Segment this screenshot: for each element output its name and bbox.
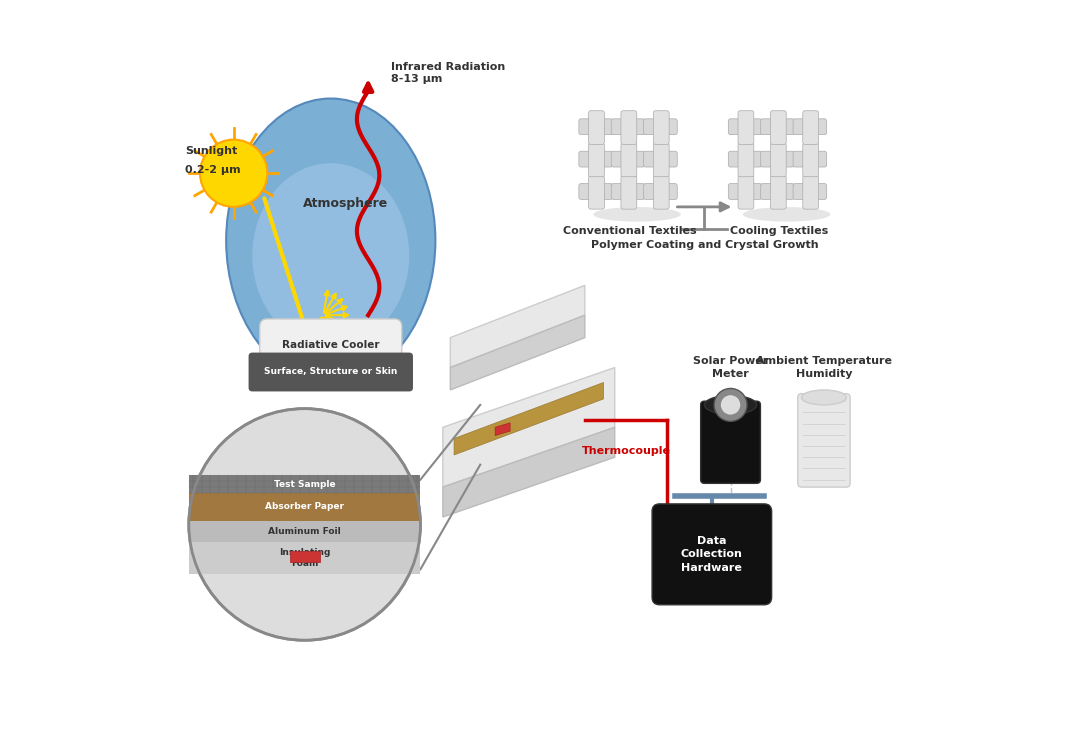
FancyBboxPatch shape: [701, 401, 760, 483]
FancyBboxPatch shape: [579, 152, 612, 167]
FancyBboxPatch shape: [611, 184, 645, 200]
FancyBboxPatch shape: [760, 152, 794, 167]
FancyBboxPatch shape: [652, 504, 771, 604]
Text: 0.2-2 μm: 0.2-2 μm: [185, 164, 241, 175]
Text: Conventional Textiles: Conventional Textiles: [563, 226, 697, 236]
Text: Aluminum Foil: Aluminum Foil: [268, 526, 341, 536]
FancyBboxPatch shape: [644, 118, 677, 135]
Text: Insulating
Foam: Insulating Foam: [279, 548, 330, 568]
Circle shape: [189, 409, 420, 640]
Text: Atmosphere: Atmosphere: [303, 196, 389, 210]
FancyBboxPatch shape: [802, 143, 819, 177]
FancyBboxPatch shape: [793, 118, 826, 135]
FancyBboxPatch shape: [802, 176, 819, 209]
FancyBboxPatch shape: [621, 111, 637, 144]
Circle shape: [714, 388, 747, 422]
Polygon shape: [443, 368, 615, 487]
Bar: [189, 542, 420, 574]
Polygon shape: [443, 427, 615, 517]
Bar: [289, 550, 320, 562]
FancyBboxPatch shape: [260, 319, 402, 371]
FancyBboxPatch shape: [738, 143, 754, 177]
Polygon shape: [450, 285, 585, 368]
FancyBboxPatch shape: [589, 143, 605, 177]
FancyBboxPatch shape: [770, 143, 786, 177]
Text: Solar Power
Meter: Solar Power Meter: [693, 356, 768, 379]
Ellipse shape: [743, 207, 831, 222]
FancyBboxPatch shape: [644, 152, 677, 167]
Bar: [189, 520, 420, 542]
FancyBboxPatch shape: [770, 111, 786, 144]
Text: Polymer Coating and Crystal Growth: Polymer Coating and Crystal Growth: [591, 241, 819, 250]
FancyBboxPatch shape: [589, 111, 605, 144]
Text: Sunlight: Sunlight: [185, 146, 238, 156]
FancyBboxPatch shape: [738, 176, 754, 209]
FancyBboxPatch shape: [793, 152, 826, 167]
Circle shape: [720, 395, 740, 415]
Text: Surface, Structure or Skin: Surface, Structure or Skin: [265, 367, 397, 376]
FancyBboxPatch shape: [793, 184, 826, 200]
FancyBboxPatch shape: [579, 184, 612, 200]
Text: Ambient Temperature
Humidity: Ambient Temperature Humidity: [756, 356, 892, 379]
FancyBboxPatch shape: [798, 394, 850, 487]
Text: Radiative Cooler: Radiative Cooler: [282, 340, 379, 350]
FancyBboxPatch shape: [589, 176, 605, 209]
FancyBboxPatch shape: [760, 184, 794, 200]
FancyBboxPatch shape: [802, 111, 819, 144]
Text: Test Sample: Test Sample: [274, 479, 336, 488]
Text: Infrared Radiation
8-13 μm: Infrared Radiation 8-13 μm: [391, 62, 504, 83]
Polygon shape: [495, 423, 510, 436]
FancyBboxPatch shape: [653, 176, 670, 209]
FancyBboxPatch shape: [653, 111, 670, 144]
FancyBboxPatch shape: [728, 184, 761, 200]
FancyBboxPatch shape: [621, 143, 637, 177]
Polygon shape: [450, 315, 585, 390]
Bar: [189, 493, 420, 520]
Circle shape: [200, 140, 267, 207]
Ellipse shape: [801, 390, 847, 405]
Text: Thermocouple: Thermocouple: [581, 446, 671, 456]
FancyBboxPatch shape: [611, 152, 645, 167]
FancyBboxPatch shape: [760, 118, 794, 135]
FancyBboxPatch shape: [770, 176, 786, 209]
FancyBboxPatch shape: [728, 118, 761, 135]
Bar: [189, 476, 420, 493]
Ellipse shape: [226, 98, 435, 382]
FancyBboxPatch shape: [728, 152, 761, 167]
FancyBboxPatch shape: [644, 184, 677, 200]
Text: Data
Collection
Hardware: Data Collection Hardware: [680, 536, 743, 572]
FancyBboxPatch shape: [248, 352, 413, 392]
FancyBboxPatch shape: [611, 118, 645, 135]
FancyBboxPatch shape: [579, 118, 612, 135]
Ellipse shape: [593, 207, 680, 222]
Polygon shape: [454, 382, 604, 455]
FancyBboxPatch shape: [653, 143, 670, 177]
Text: Absorber Paper: Absorber Paper: [265, 503, 345, 512]
FancyBboxPatch shape: [738, 111, 754, 144]
FancyBboxPatch shape: [621, 176, 637, 209]
Ellipse shape: [253, 164, 409, 348]
Ellipse shape: [704, 395, 757, 414]
Text: Cooling Textiles: Cooling Textiles: [730, 226, 828, 236]
